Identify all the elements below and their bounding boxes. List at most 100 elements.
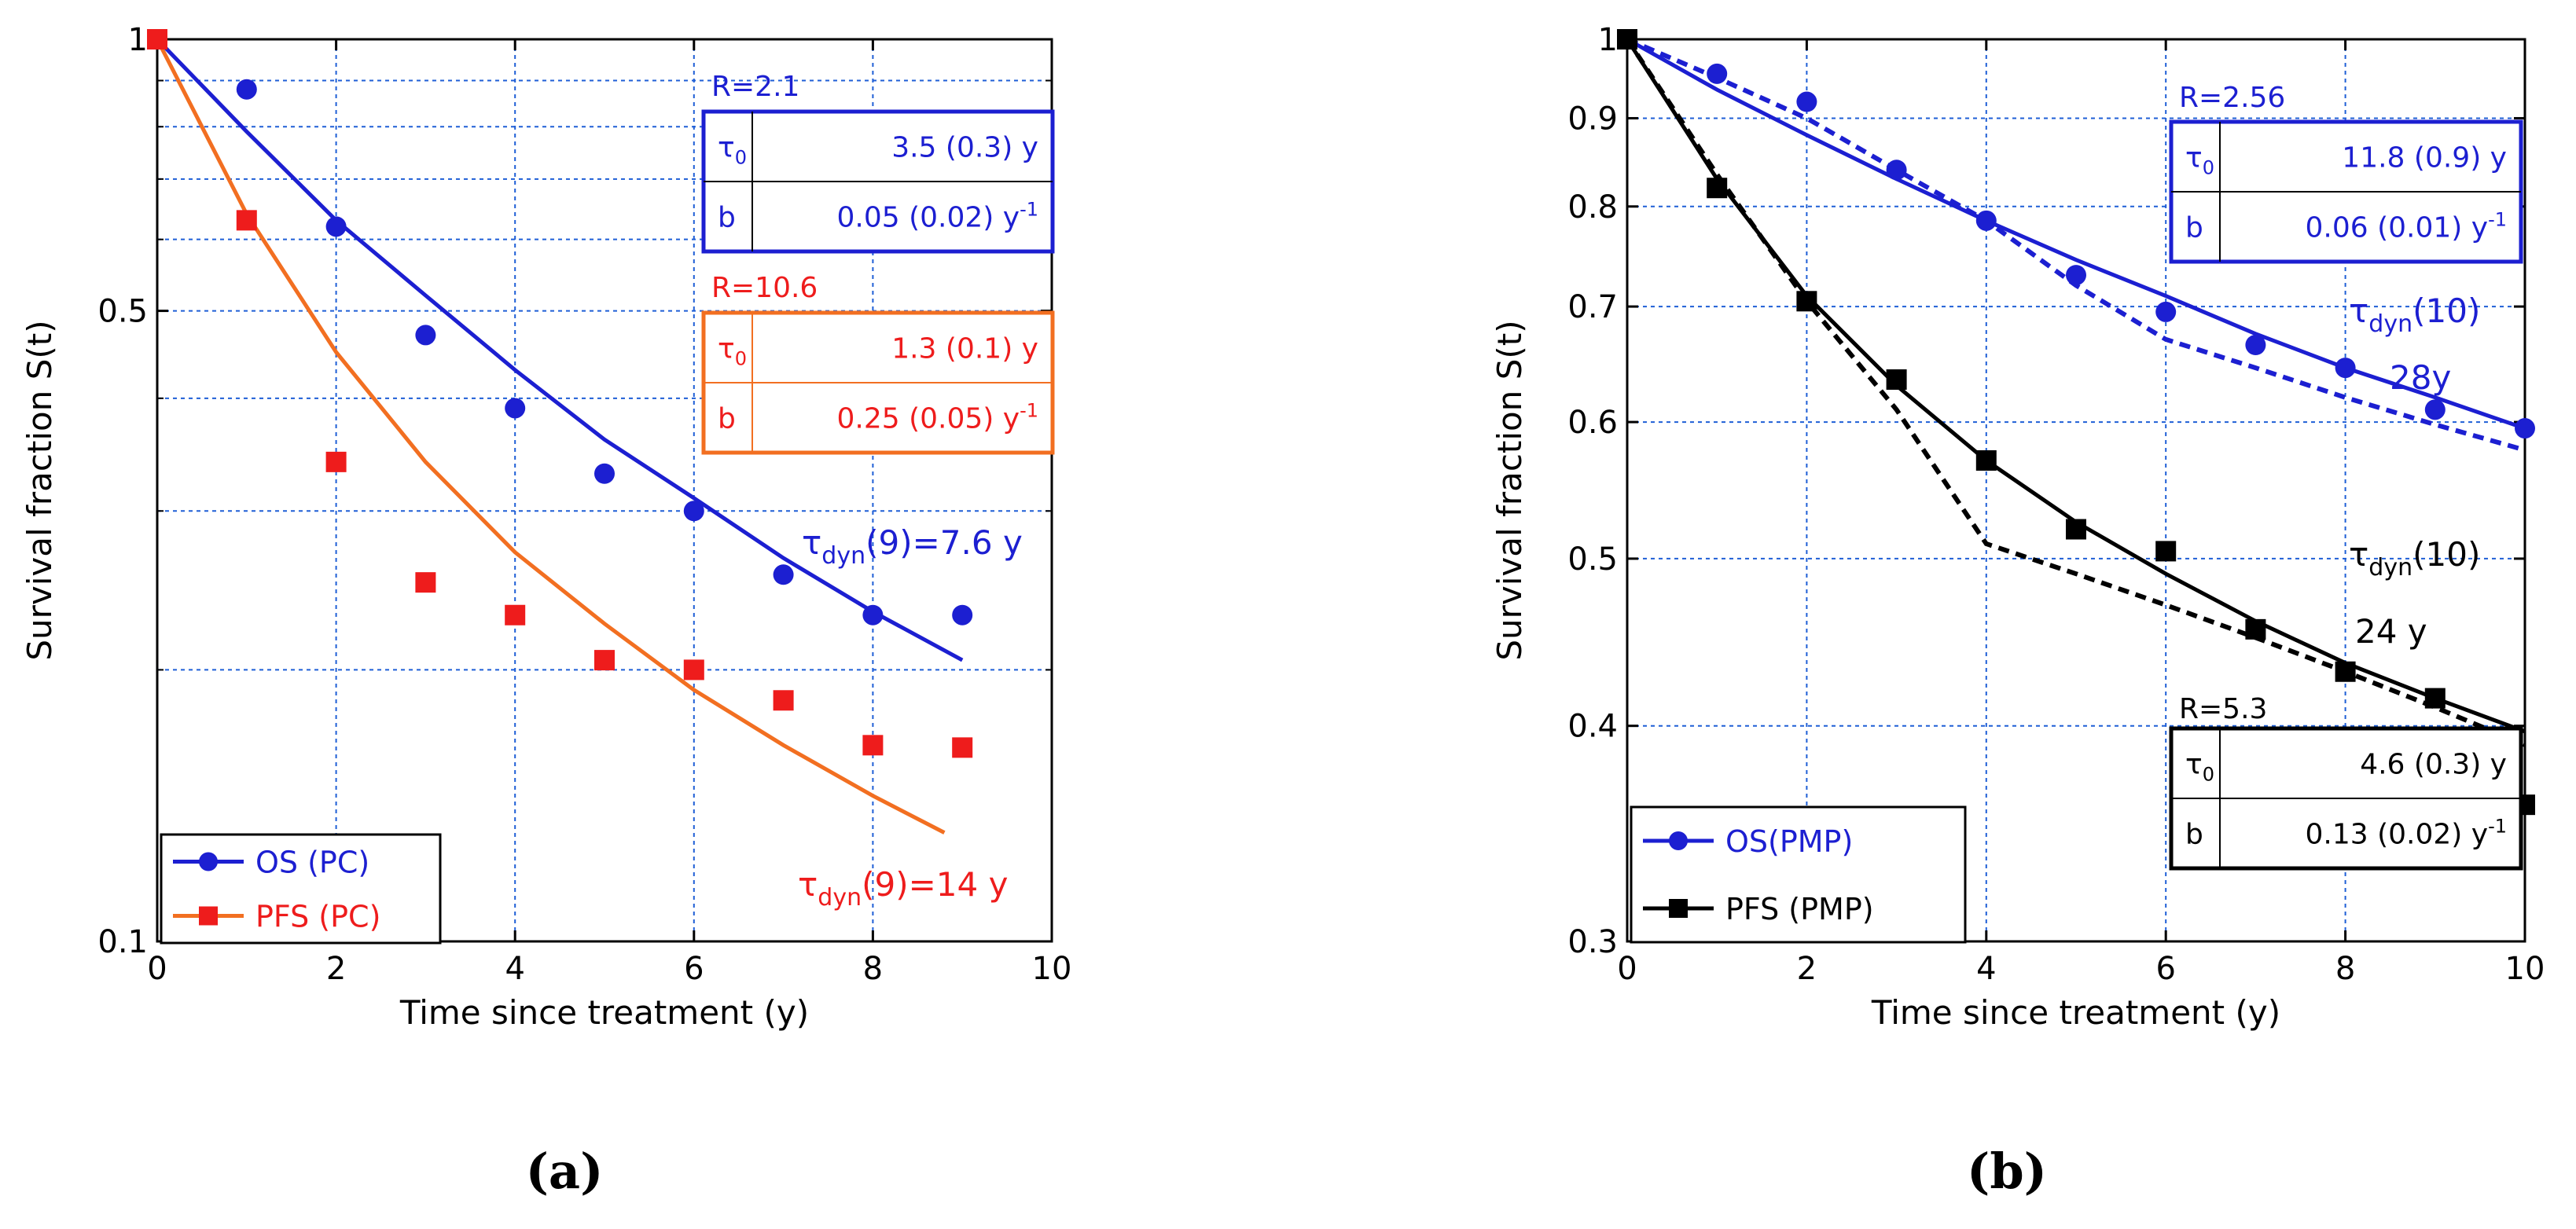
param-value: 11.8 (0.9) y	[2342, 142, 2507, 174]
x-tick-label: 4	[1976, 951, 1996, 987]
os-pmp-data-point	[2066, 265, 2086, 286]
y-tick-label: 0.1	[97, 924, 148, 960]
pfs-pc-data-point	[236, 210, 257, 231]
fit-r-value: R=2.56	[2179, 82, 2285, 114]
os-pmp-data-point	[2335, 358, 2356, 379]
param-symbol: τ0	[2185, 142, 2214, 179]
x-tick-label: 4	[505, 951, 524, 987]
os-pc-data-point	[683, 501, 704, 522]
x-tick-label: 10	[1032, 951, 1072, 987]
pfs-pc-data-point	[952, 737, 973, 758]
param-value: 0.06 (0.01) y-1	[2305, 209, 2507, 244]
fit-r-value: R=2.1	[711, 71, 799, 103]
os-pmp-data-point	[2424, 399, 2446, 420]
x-tick-label: 2	[326, 951, 346, 987]
legend-label-pfs-pmp: PFS (PMP)	[1725, 892, 1874, 926]
os-pc-data-point	[773, 564, 794, 585]
pfs-pmp-data-point	[2155, 541, 2177, 562]
os-pmp-data-point	[2515, 418, 2535, 439]
pfs-pmp-data-point	[1886, 369, 1907, 391]
tau-dyn-annotation: 24 y	[2355, 612, 2427, 651]
x-tick-label: 8	[863, 951, 883, 987]
legend-marker-os-pmp	[1669, 831, 1688, 850]
fit-r-value: R=10.6	[711, 272, 818, 304]
y-tick-label: 0.5	[97, 294, 148, 330]
legend-box	[1630, 805, 1967, 944]
legend-marker-pfs-pmp	[1669, 899, 1688, 918]
os-pmp-fit-line	[1626, 37, 2526, 431]
legend-label-os-pc: OS (PC)	[255, 846, 369, 880]
legend-marker-pfs-pc	[199, 906, 218, 926]
x-tick-label: 10	[2505, 951, 2545, 987]
plot-frame	[1626, 38, 2526, 943]
param-symbol: τ0	[2185, 749, 2214, 786]
plot-frame	[156, 38, 1053, 943]
pfs-pmp-data-point	[2245, 618, 2266, 640]
y-tick-label: 0.5	[1567, 541, 1618, 578]
legend-marker-os-pc	[199, 852, 218, 871]
os-pc-fit-line	[156, 38, 964, 662]
tau-dyn-annotation: τdyn(9)=7.6 y	[802, 523, 1023, 570]
os-pc-data-point	[325, 216, 347, 237]
pfs-pmp-data-point	[1707, 178, 1728, 199]
tau-dyn-annotation: 28y	[2390, 358, 2451, 397]
x-tick-label: 8	[2335, 951, 2355, 987]
pfs-pmp-data-point	[1617, 29, 1637, 50]
param-value: 1.3 (0.1) y	[891, 333, 1038, 365]
os-pc-data-point	[415, 325, 436, 346]
panel-a-chart: 0 2 4 6 8 10 1 0.5 0.1 Time since treatment (y) Su…	[20, 22, 1071, 1032]
os-pmp-data-point	[1707, 63, 1728, 84]
os-pmp-data-point	[2245, 335, 2266, 356]
param-symbol: τ0	[718, 132, 747, 169]
panel-b-label: (b)	[1967, 1143, 2047, 1200]
param-symbol: b	[718, 403, 736, 435]
y-axis-label: Survival fraction S(t)	[1490, 320, 1529, 660]
y-tick-label: 0.4	[1567, 709, 1618, 745]
os-pmp-data-point	[1886, 160, 1907, 181]
pfs-pc-data-point	[505, 604, 526, 626]
fit-r-value: R=5.3	[2179, 693, 2267, 725]
pfs-pc-data-point	[415, 572, 436, 593]
os-pc-data-point	[952, 604, 973, 626]
os-pc-data-point	[505, 398, 526, 419]
y-axis-label: Survival fraction S(t)	[20, 320, 59, 660]
legend-label-pfs-pc: PFS (PC)	[255, 900, 380, 934]
os-pc-data-point	[862, 604, 884, 626]
os-pmp-data-point	[1796, 91, 1817, 112]
pfs-pmp-data-point	[2424, 688, 2446, 709]
os-pc-data-point	[594, 463, 615, 484]
os-pmp-dashed-fit-line	[1626, 37, 2526, 453]
y-tick-label: 0.3	[1567, 924, 1618, 960]
y-tick-label: 0.6	[1567, 405, 1618, 441]
pfs-pc-fit-line	[155, 38, 946, 835]
pfs-pmp-dashed-fit-line	[1625, 38, 2526, 747]
param-value: 0.05 (0.02) y-1	[836, 199, 1038, 234]
x-tick-label: 6	[684, 951, 704, 987]
y-tick-label: 1	[1598, 22, 1618, 58]
pfs-pmp-data-point	[1796, 291, 1817, 312]
pfs-pmp-data-point	[1975, 449, 1997, 471]
param-symbol: b	[2185, 212, 2203, 244]
param-value: 3.5 (0.3) y	[891, 132, 1038, 164]
param-value: 4.6 (0.3) y	[2360, 749, 2507, 781]
y-tick-label: 0.7	[1567, 289, 1618, 325]
x-tick-label: 2	[1797, 951, 1817, 987]
pfs-pc-data-point	[683, 659, 704, 681]
pfs-pmp-data-point	[2335, 661, 2356, 682]
param-symbol: b	[718, 202, 736, 234]
pfs-pc-data-point	[147, 29, 167, 50]
param-symbol: b	[2185, 819, 2203, 851]
tau-dyn-annotation: τdyn(10)	[2349, 292, 2480, 338]
x-tick-label: 0	[147, 951, 167, 987]
param-symbol: τ0	[718, 333, 747, 370]
x-axis-label: Time since treatment (y)	[399, 993, 809, 1032]
param-value: 0.13 (0.02) y-1	[2305, 816, 2507, 851]
tau-dyn-annotation: τdyn(9)=14 y	[798, 865, 1008, 912]
param-value: 0.25 (0.05) y-1	[836, 400, 1038, 435]
x-tick-label: 0	[1617, 951, 1637, 987]
pfs-pc-data-point	[862, 735, 884, 756]
legend-label-os-pmp: OS(PMP)	[1725, 824, 1853, 859]
pfs-pc-data-point	[773, 690, 794, 711]
panel-b-chart: 0 2 4 6 8 10 1 0.9 0.8 0.7 0.6 0.5 0.4 0.3 Time since …	[1490, 22, 2545, 1032]
